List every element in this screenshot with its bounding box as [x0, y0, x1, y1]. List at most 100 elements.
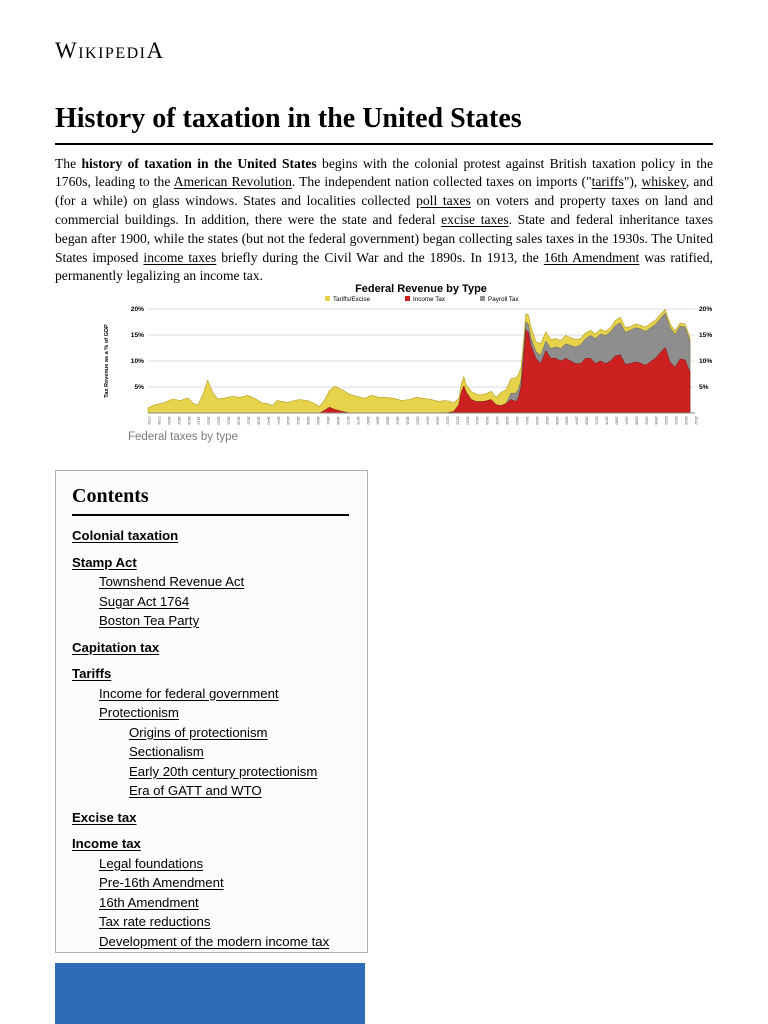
svg-text:1904: 1904 [426, 416, 431, 425]
svg-text:20%: 20% [131, 306, 144, 313]
contents-heading: Contents [72, 485, 149, 507]
contents-item[interactable]: Income for federal government [99, 685, 279, 701]
svg-text:15%: 15% [699, 332, 712, 339]
svg-text:1920: 1920 [465, 416, 470, 425]
svg-text:1880: 1880 [366, 416, 371, 425]
svg-text:1956: 1956 [555, 416, 560, 425]
inline-link[interactable]: whiskey [641, 174, 686, 190]
contents-item[interactable]: Era of GATT and WTO [129, 783, 262, 798]
svg-text:1852: 1852 [296, 416, 301, 425]
svg-text:1928: 1928 [485, 416, 490, 425]
contents-item[interactable]: Income tax [72, 836, 141, 851]
svg-text:1952: 1952 [545, 416, 550, 425]
svg-text:1960: 1960 [565, 416, 570, 425]
contents-item[interactable]: Origins of protectionism [129, 724, 268, 740]
svg-text:1964: 1964 [575, 416, 580, 425]
svg-text:1828: 1828 [237, 416, 242, 425]
svg-text:1976: 1976 [605, 416, 610, 425]
inline-link[interactable]: excise taxes [441, 211, 509, 227]
svg-text:1912: 1912 [445, 416, 450, 425]
svg-text:Payroll Tax: Payroll Tax [488, 296, 520, 303]
svg-text:Tariffs/Excise: Tariffs/Excise [333, 296, 370, 303]
svg-text:Income Tax: Income Tax [413, 296, 446, 303]
svg-text:1968: 1968 [585, 416, 590, 425]
svg-text:1972: 1972 [595, 416, 600, 425]
svg-text:5%: 5% [134, 384, 144, 391]
federal-revenue-chart: Federal Revenue by Type Tariffs/Excise Inc… [75, 280, 720, 432]
contents-item[interactable]: Tax rate reductions [99, 914, 211, 929]
svg-text:1868: 1868 [336, 416, 341, 425]
svg-text:2004: 2004 [674, 416, 679, 425]
svg-text:1908: 1908 [435, 416, 440, 425]
svg-text:1860: 1860 [316, 416, 321, 425]
intro-text: The [55, 155, 82, 171]
svg-text:Tax Revenue as a % of GDP: Tax Revenue as a % of GDP [104, 324, 110, 398]
intro-paragraph: The history of taxation in the United St… [55, 155, 713, 287]
svg-text:1980: 1980 [614, 416, 619, 425]
svg-text:5%: 5% [699, 384, 709, 391]
contents-item[interactable]: Capitation tax [72, 639, 160, 655]
svg-text:1984: 1984 [624, 416, 629, 425]
contents-list: Colonial taxation Stamp Act Townshend Reve… [72, 526, 349, 951]
svg-text:1808: 1808 [187, 416, 192, 425]
svg-text:1792: 1792 [147, 416, 152, 425]
svg-text:1932: 1932 [495, 416, 500, 425]
contents-item[interactable]: Pre-16th Amendment [99, 875, 224, 890]
svg-text:1992: 1992 [644, 416, 649, 425]
svg-text:20%: 20% [699, 306, 712, 313]
svg-text:1856: 1856 [306, 416, 311, 425]
intro-text: begins with the colonial protest against… [55, 155, 713, 190]
svg-text:1804: 1804 [177, 416, 182, 425]
svg-text:1900: 1900 [416, 416, 421, 425]
svg-text:1848: 1848 [286, 416, 291, 425]
inline-link[interactable]: tariffs [591, 174, 624, 190]
svg-text:1840: 1840 [266, 416, 271, 425]
svg-text:1836: 1836 [256, 416, 261, 425]
next-figure-partial-image [55, 963, 365, 1024]
contents-item[interactable]: Excise tax [72, 809, 137, 825]
svg-text:Federal Revenue by Type: Federal Revenue by Type [355, 283, 487, 295]
svg-text:1888: 1888 [386, 416, 391, 425]
inline-link[interactable]: income taxes [143, 249, 217, 265]
svg-text:2000: 2000 [664, 416, 669, 425]
contents-item[interactable]: Colonial taxation [72, 528, 179, 543]
contents-item[interactable]: Sugar Act 1764 [99, 593, 190, 609]
inline-link[interactable]: poll taxes [416, 193, 471, 209]
contents-item[interactable]: Tariffs [72, 666, 112, 681]
page-title: History of taxation in the United States [55, 103, 713, 145]
svg-text:1924: 1924 [475, 416, 480, 425]
contents-item[interactable]: Sectionalism [129, 744, 204, 759]
svg-text:10%: 10% [699, 358, 712, 365]
contents-item[interactable]: Protectionism [99, 705, 179, 720]
svg-text:1812: 1812 [197, 416, 202, 425]
svg-text:1892: 1892 [396, 416, 401, 425]
svg-text:1884: 1884 [376, 416, 381, 425]
contents-item[interactable]: Legal foundations [99, 855, 204, 871]
chart-caption: Federal taxes by type [128, 431, 238, 443]
contents-item[interactable]: Boston Tea Party [99, 613, 200, 628]
wikipedia-wordmark: WikipediA [55, 38, 165, 63]
svg-text:15%: 15% [131, 332, 144, 339]
svg-text:1936: 1936 [505, 416, 510, 425]
inline-link[interactable]: 16th Amendment [543, 249, 640, 265]
contents-item[interactable]: Townshend Revenue Act [99, 574, 245, 589]
intro-text: briefly during the Civil War and the 189… [216, 249, 544, 265]
contents-item[interactable]: Development of the modern income tax [99, 933, 330, 949]
svg-text:1988: 1988 [634, 416, 639, 425]
intro-text: on voters and property taxes on land and… [55, 193, 714, 227]
contents-item[interactable]: Early 20th century protectionism [129, 763, 318, 779]
contents-item[interactable]: 16th Amendment [99, 894, 199, 910]
svg-text:1996: 1996 [654, 416, 659, 425]
svg-text:1796: 1796 [157, 416, 162, 425]
svg-text:1844: 1844 [276, 416, 281, 425]
intro-text: "), [623, 174, 642, 190]
svg-text:1800: 1800 [167, 416, 172, 425]
contents-item[interactable]: Stamp Act [72, 554, 137, 570]
svg-text:2012: 2012 [694, 416, 699, 425]
svg-text:2008: 2008 [684, 416, 689, 425]
inline-link[interactable]: American Revolution [173, 174, 292, 190]
svg-text:1944: 1944 [525, 416, 530, 425]
svg-text:1824: 1824 [227, 416, 232, 425]
svg-text:1916: 1916 [455, 416, 460, 425]
